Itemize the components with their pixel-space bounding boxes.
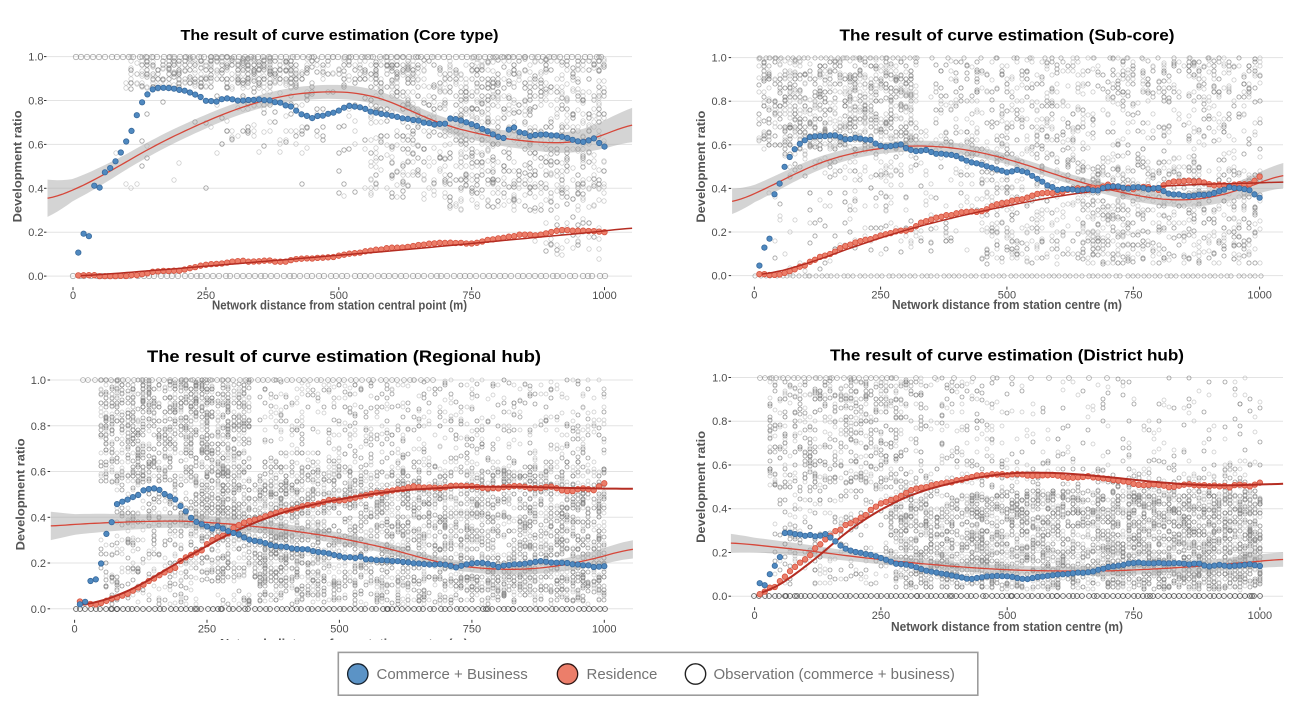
- svg-text:1000: 1000: [1247, 290, 1271, 302]
- svg-text:The result of curve estimation: The result of curve estimation (Sub-core…: [840, 27, 1175, 44]
- svg-text:0.8: 0.8: [28, 96, 43, 108]
- svg-text:0.0: 0.0: [28, 271, 43, 283]
- svg-text:0.0: 0.0: [712, 271, 727, 283]
- svg-text:0.6: 0.6: [28, 139, 43, 151]
- svg-text:1.0: 1.0: [28, 52, 43, 64]
- svg-text:Network distance from station: Network distance from station central po…: [212, 299, 467, 313]
- svg-text:250: 250: [871, 290, 889, 302]
- svg-text:The result of curve estimation: The result of curve estimation (Core typ…: [181, 27, 499, 44]
- svg-text:1000: 1000: [592, 290, 616, 302]
- svg-text:Network distance from station: Network distance from station centre (m): [892, 298, 1122, 312]
- svg-text:0: 0: [751, 290, 757, 302]
- svg-text:0.6: 0.6: [712, 140, 727, 152]
- svg-text:Development ratio: Development ratio: [11, 110, 25, 222]
- svg-text:750: 750: [462, 290, 480, 302]
- svg-text:500: 500: [330, 290, 348, 302]
- svg-text:0.2: 0.2: [28, 227, 43, 239]
- svg-text:Development ratio: Development ratio: [694, 111, 708, 223]
- svg-text:0.4: 0.4: [28, 183, 43, 195]
- svg-text:250: 250: [197, 290, 215, 302]
- svg-text:0: 0: [70, 290, 76, 302]
- svg-text:1.0: 1.0: [712, 53, 727, 65]
- svg-text:0.4: 0.4: [712, 183, 727, 195]
- svg-text:750: 750: [1124, 290, 1142, 302]
- svg-text:0.2: 0.2: [712, 227, 727, 239]
- svg-text:0.8: 0.8: [712, 96, 727, 108]
